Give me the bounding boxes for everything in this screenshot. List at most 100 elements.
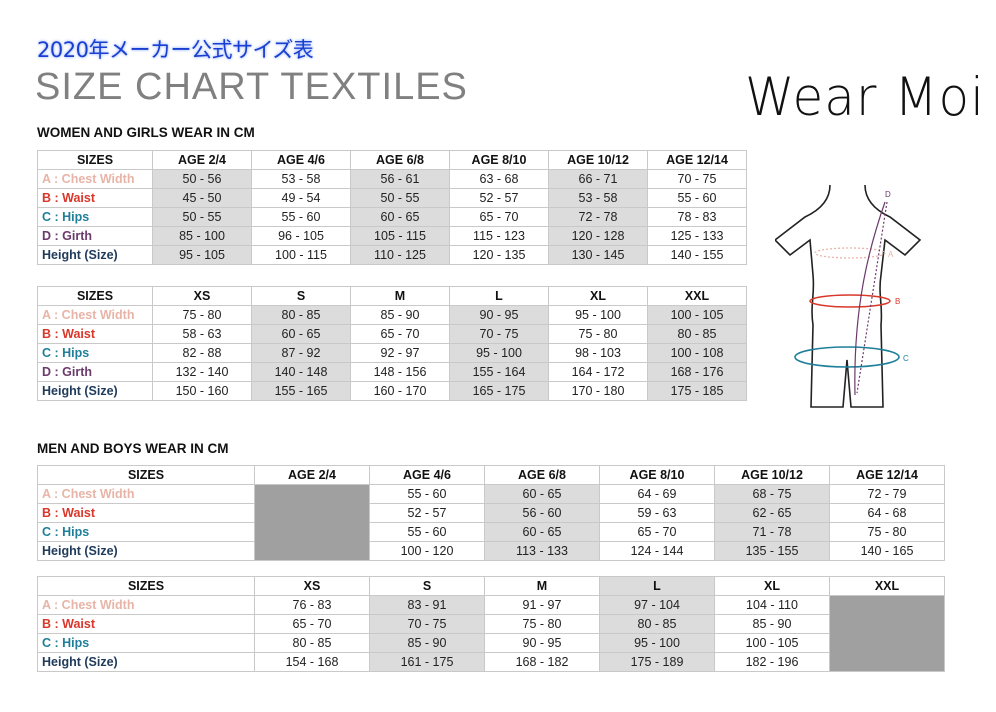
table-row-waist: B : Waist 45 - 50 49 - 54 50 - 55 52 - 57 53 …	[37, 188, 747, 208]
size-value-cell: 85 - 90	[369, 633, 485, 653]
column-header: SIZES	[37, 576, 255, 596]
column-header: XS	[254, 576, 370, 596]
size-value-cell: 90 - 95	[449, 305, 549, 325]
size-value-cell: 168 - 182	[484, 652, 600, 672]
size-value-cell: 50 - 55	[152, 207, 252, 227]
table-row-chest: A : Chest Width 76 - 83 83 - 91 91 - 97 97 -…	[37, 595, 945, 672]
size-value-cell: 140 - 165	[829, 541, 945, 561]
size-value-cell: 64 - 69	[599, 484, 715, 504]
size-value-cell: 75 - 80	[484, 614, 600, 634]
size-value-cell: 78 - 83	[647, 207, 747, 227]
size-value-cell: 55 - 60	[369, 522, 485, 542]
table-row-chest: A : Chest Width 75 - 80 80 - 85 85 - 90 90 -…	[37, 305, 747, 325]
row-label: A : Chest Width	[37, 305, 153, 325]
size-value-cell: 161 - 175	[369, 652, 485, 672]
table-row-height: Height (Size) 150 - 160 155 - 165 160 - 170…	[37, 381, 747, 401]
unavailable-cell	[829, 595, 945, 672]
column-header: SIZES	[37, 150, 153, 170]
size-value-cell: 60 - 65	[350, 207, 450, 227]
size-value-cell: 104 - 110	[714, 595, 830, 615]
size-value-cell: 98 - 103	[548, 343, 648, 363]
table-header-row: SIZES XS S M L XL XXL	[37, 286, 747, 306]
row-label: Height (Size)	[37, 245, 153, 265]
row-label: D : Girth	[37, 226, 153, 246]
size-value-cell: 168 - 176	[647, 362, 747, 382]
size-value-cell: 66 - 71	[548, 169, 648, 189]
size-value-cell: 170 - 180	[548, 381, 648, 401]
size-value-cell: 71 - 78	[714, 522, 830, 542]
column-header: M	[350, 286, 450, 306]
column-header: AGE 12/14	[829, 465, 945, 485]
size-value-cell: 50 - 56	[152, 169, 252, 189]
row-label: C : Hips	[37, 343, 153, 363]
table-row-hips: C : Hips 80 - 85 85 - 90 90 - 95 95 - 100 100…	[37, 633, 945, 653]
column-header: AGE 8/10	[599, 465, 715, 485]
size-value-cell: 45 - 50	[152, 188, 252, 208]
row-label: B : Waist	[37, 614, 255, 634]
column-header: AGE 10/12	[548, 150, 648, 170]
table-row-hips: C : Hips 50 - 55 55 - 60 60 - 65 65 - 70 72 -…	[37, 207, 747, 227]
column-header: AGE 12/14	[647, 150, 747, 170]
table-row-waist: B : Waist 65 - 70 70 - 75 75 - 80 80 - 85 85 …	[37, 614, 945, 634]
hips-line-c	[794, 346, 900, 368]
row-label: C : Hips	[37, 522, 255, 542]
size-value-cell: 80 - 85	[254, 633, 370, 653]
table-row-chest: A : Chest Width 50 - 56 53 - 58 56 - 61 63 -…	[37, 169, 747, 189]
men-section-heading: MEN AND BOYS WEAR IN CM	[37, 441, 229, 456]
size-value-cell: 70 - 75	[369, 614, 485, 634]
size-value-cell: 75 - 80	[548, 324, 648, 344]
table-row-hips: C : Hips 82 - 88 87 - 92 92 - 97 95 - 100 98 …	[37, 343, 747, 363]
size-value-cell: 182 - 196	[714, 652, 830, 672]
size-value-cell: 55 - 60	[369, 484, 485, 504]
size-value-cell: 120 - 128	[548, 226, 648, 246]
table-row-height: Height (Size) 154 - 168 161 - 175 168 - 182…	[37, 652, 945, 672]
row-label: Height (Size)	[37, 381, 153, 401]
column-header: S	[369, 576, 485, 596]
waist-line-b	[809, 294, 891, 308]
size-value-cell: 75 - 80	[152, 305, 252, 325]
size-value-cell: 95 - 105	[152, 245, 252, 265]
size-value-cell: 155 - 164	[449, 362, 549, 382]
japanese-title: 2020年メーカー公式サイズ表	[37, 38, 314, 62]
column-header: SIZES	[37, 465, 255, 485]
table-row-waist: B : Waist 52 - 57 56 - 60 59 - 63 62 - 65 64 …	[37, 503, 945, 523]
size-value-cell: 82 - 88	[152, 343, 252, 363]
size-value-cell: 155 - 165	[251, 381, 351, 401]
size-value-cell: 113 - 133	[484, 541, 600, 561]
table-header-row: SIZES AGE 2/4 AGE 4/6 AGE 6/8 AGE 8/10 AGE 10…	[37, 465, 945, 485]
size-value-cell: 95 - 100	[449, 343, 549, 363]
size-value-cell: 63 - 68	[449, 169, 549, 189]
size-value-cell: 56 - 60	[484, 503, 600, 523]
size-value-cell: 60 - 65	[484, 522, 600, 542]
size-value-cell: 56 - 61	[350, 169, 450, 189]
size-value-cell: 83 - 91	[369, 595, 485, 615]
column-header: AGE 4/6	[369, 465, 485, 485]
size-value-cell: 115 - 123	[449, 226, 549, 246]
table-row-hips: C : Hips 55 - 60 60 - 65 65 - 70 71 - 78 75 -…	[37, 522, 945, 542]
size-value-cell: 85 - 90	[350, 305, 450, 325]
column-header: XL	[548, 286, 648, 306]
size-value-cell: 70 - 75	[647, 169, 747, 189]
size-value-cell: 65 - 70	[254, 614, 370, 634]
row-label: C : Hips	[37, 207, 153, 227]
size-value-cell: 49 - 54	[251, 188, 351, 208]
label-a: A	[888, 250, 894, 259]
size-value-cell: 105 - 115	[350, 226, 450, 246]
women-size-table-2: SIZES XS S M L XL XXL A : Chest Width 75 - 80 80 …	[37, 286, 747, 401]
size-value-cell: 164 - 172	[548, 362, 648, 382]
table-row-girth: D : Girth 85 - 100 96 - 105 105 - 115 115 - …	[37, 226, 747, 246]
size-value-cell: 91 - 97	[484, 595, 600, 615]
size-value-cell: 55 - 60	[251, 207, 351, 227]
table-row-waist: B : Waist 58 - 63 60 - 65 65 - 70 70 - 75 75 …	[37, 324, 747, 344]
size-value-cell: 148 - 156	[350, 362, 450, 382]
size-value-cell: 135 - 155	[714, 541, 830, 561]
size-value-cell: 92 - 97	[350, 343, 450, 363]
size-value-cell: 100 - 105	[647, 305, 747, 325]
column-header: SIZES	[37, 286, 153, 306]
size-value-cell: 60 - 65	[251, 324, 351, 344]
column-header: XS	[152, 286, 252, 306]
size-value-cell: 110 - 125	[350, 245, 450, 265]
size-value-cell: 124 - 144	[599, 541, 715, 561]
size-value-cell: 100 - 105	[714, 633, 830, 653]
size-value-cell: 52 - 57	[369, 503, 485, 523]
